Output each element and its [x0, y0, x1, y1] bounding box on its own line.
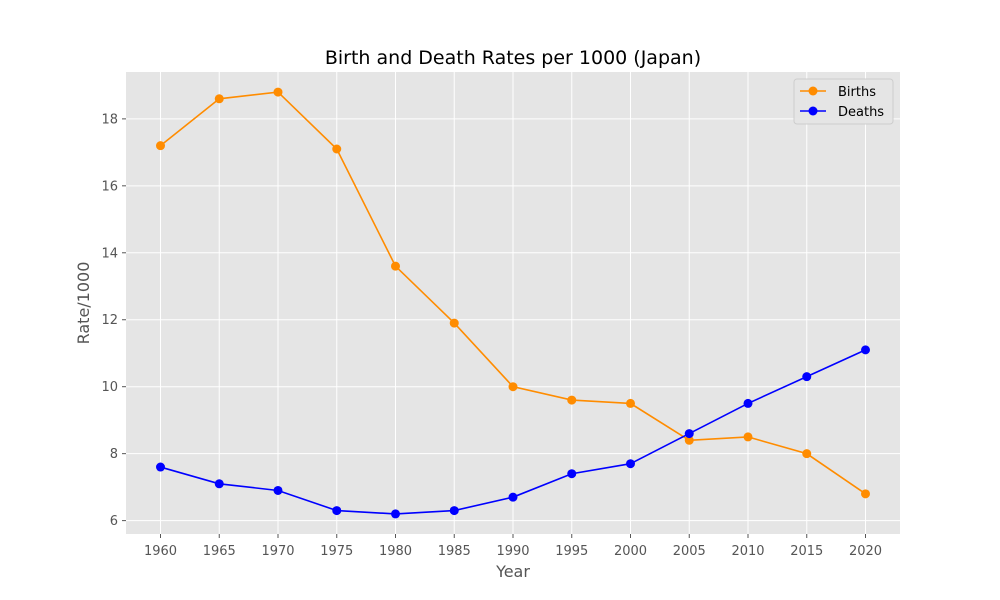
data-point-deaths [214, 479, 224, 489]
data-point-deaths [684, 429, 694, 439]
data-point-births [391, 261, 400, 271]
data-point-deaths [391, 509, 400, 519]
legend: Births Deaths [793, 78, 894, 125]
data-point-deaths [156, 462, 165, 472]
y-tick-label: 18 [101, 112, 118, 127]
x-tick-label: 1965 [203, 544, 236, 559]
data-point-births [273, 87, 283, 97]
x-tick-label: 1990 [496, 544, 529, 559]
y-axis-label: Rate/1000 [74, 262, 93, 345]
y-tick-label: 10 [101, 380, 118, 395]
data-point-deaths [508, 492, 518, 502]
y-tick-label: 8 [110, 447, 118, 462]
data-point-births [743, 432, 753, 442]
x-axis-label: Year [495, 562, 530, 581]
y-axis: 6 8 10 12 14 16 18 [101, 112, 126, 529]
chart-title: Birth and Death Rates per 1000 (Japan) [325, 47, 701, 69]
data-point-births [684, 435, 694, 445]
x-tick-label: 2005 [673, 544, 706, 559]
data-point-births [156, 141, 165, 151]
data-point-deaths [567, 469, 577, 479]
data-point-births [214, 94, 224, 104]
data-point-births [861, 489, 870, 499]
data-point-deaths [802, 372, 812, 382]
data-point-deaths [626, 459, 635, 469]
y-tick-label: 14 [101, 246, 118, 261]
data-point-births [449, 318, 459, 328]
x-tick-label: 2000 [614, 544, 647, 559]
data-point-deaths [743, 398, 753, 408]
data-point-births [802, 449, 812, 459]
legend-marker-births [808, 86, 818, 96]
x-tick-label: 1975 [320, 544, 353, 559]
data-point-deaths [332, 506, 342, 516]
data-point-deaths [449, 506, 459, 516]
legend-marker-deaths [808, 106, 818, 116]
y-tick-label: 6 [110, 514, 118, 529]
x-axis: 1960 1965 1970 1975 1980 1985 1990 1995 2000 2005… [144, 534, 882, 559]
x-tick-label: 1980 [379, 544, 412, 559]
y-tick-label: 12 [101, 313, 118, 328]
data-point-deaths [861, 345, 870, 355]
series-group [156, 87, 870, 519]
x-tick-label: 2010 [731, 544, 764, 559]
data-point-births [508, 382, 518, 392]
data-point-births [626, 398, 635, 408]
data-point-births [332, 144, 342, 154]
data-point-births [567, 395, 577, 405]
x-tick-label: 1970 [261, 544, 294, 559]
y-tick-label: 16 [101, 179, 118, 194]
x-tick-label: 2020 [849, 544, 882, 559]
x-tick-label: 1960 [144, 544, 177, 559]
legend-label-deaths: Deaths [838, 105, 884, 120]
data-point-deaths [273, 485, 283, 495]
x-tick-label: 1985 [438, 544, 471, 559]
x-tick-label: 1995 [555, 544, 588, 559]
legend-label-births: Births [838, 85, 876, 100]
x-tick-label: 2015 [790, 544, 823, 559]
